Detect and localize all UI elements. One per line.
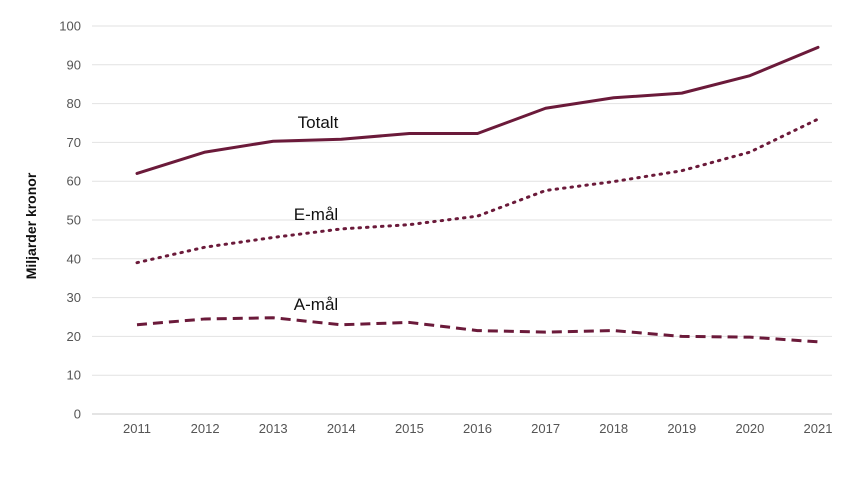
x-axis-ticks: 2011 2012 2013 2014 2015 2016 2017 2018 2019 2020… [123, 421, 832, 436]
y-tick-label-10: 10 [67, 368, 81, 383]
y-tick-label-0: 0 [74, 407, 81, 422]
point-e-m-l-2013 [272, 236, 275, 239]
point-a-m-l-2020 [748, 336, 751, 339]
point-e-m-l-2016 [476, 215, 479, 218]
y-tick-label-70: 70 [67, 135, 81, 150]
y-tick-label-90: 90 [67, 57, 81, 72]
point-totalt-2019 [680, 92, 683, 95]
point-totalt-2018 [612, 96, 615, 99]
series-label-a-m-l: A-mål [294, 295, 338, 314]
y-axis-ticks: 0 10 20 30 40 50 60 70 80 90 100 [59, 19, 81, 422]
series-line-totalt [135, 45, 820, 175]
y-tick-label-30: 30 [67, 290, 81, 305]
point-a-m-l-2015 [408, 321, 411, 324]
point-e-m-l-2014 [340, 227, 343, 230]
y-tick-label-80: 80 [67, 96, 81, 111]
point-a-m-l-2014 [340, 323, 343, 326]
x-tick-label-2015: 2015 [395, 421, 424, 436]
x-tick-label-2013: 2013 [259, 421, 288, 436]
series-labels: Totalt E-mål A-mål [294, 113, 339, 314]
y-axis-label: Miljarder kronor [23, 172, 39, 279]
y-tick-label-50: 50 [67, 213, 81, 228]
series-line-e-m-l [135, 117, 820, 265]
point-e-m-l-2011 [136, 261, 139, 264]
gridlines [92, 25, 832, 415]
y-tick-label-40: 40 [67, 251, 81, 266]
point-a-m-l-2019 [680, 335, 683, 338]
x-tick-label-2016: 2016 [463, 421, 492, 436]
point-totalt-2016 [476, 132, 479, 135]
series-lines [135, 45, 820, 344]
series-line-a-m-l [136, 316, 819, 344]
point-totalt-2013 [272, 140, 275, 143]
point-e-m-l-2020 [748, 151, 751, 154]
x-tick-label-2017: 2017 [531, 421, 560, 436]
x-tick-label-2020: 2020 [735, 421, 764, 436]
x-tick-label-2011: 2011 [123, 421, 151, 436]
point-e-m-l-2021 [817, 118, 820, 121]
x-tick-label-2019: 2019 [667, 421, 696, 436]
point-totalt-2021 [817, 46, 820, 49]
x-tick-label-2021: 2021 [804, 421, 833, 436]
point-a-m-l-2021 [817, 340, 820, 343]
point-a-m-l-2016 [476, 329, 479, 332]
point-e-m-l-2019 [680, 169, 683, 172]
series-label-e-m-l: E-mål [294, 205, 338, 224]
point-a-m-l-2013 [272, 316, 275, 319]
y-tick-label-60: 60 [67, 174, 81, 189]
point-e-m-l-2018 [612, 180, 615, 183]
point-totalt-2011 [136, 172, 139, 175]
y-tick-label-20: 20 [67, 329, 81, 344]
point-totalt-2012 [204, 151, 207, 154]
point-a-m-l-2012 [204, 317, 207, 320]
series-label-totalt: Totalt [298, 113, 339, 132]
point-a-m-l-2017 [544, 331, 547, 334]
x-tick-label-2014: 2014 [327, 421, 356, 436]
point-a-m-l-2011 [136, 323, 139, 326]
x-tick-label-2012: 2012 [191, 421, 220, 436]
x-tick-label-2018: 2018 [599, 421, 628, 436]
point-e-m-l-2015 [408, 223, 411, 226]
point-totalt-2015 [408, 132, 411, 135]
point-totalt-2017 [544, 107, 547, 110]
point-totalt-2020 [748, 74, 751, 77]
point-a-m-l-2018 [612, 329, 615, 332]
point-e-m-l-2017 [544, 189, 547, 192]
point-totalt-2014 [340, 138, 343, 141]
y-tick-label-100: 100 [59, 19, 81, 34]
point-e-m-l-2012 [204, 246, 207, 249]
